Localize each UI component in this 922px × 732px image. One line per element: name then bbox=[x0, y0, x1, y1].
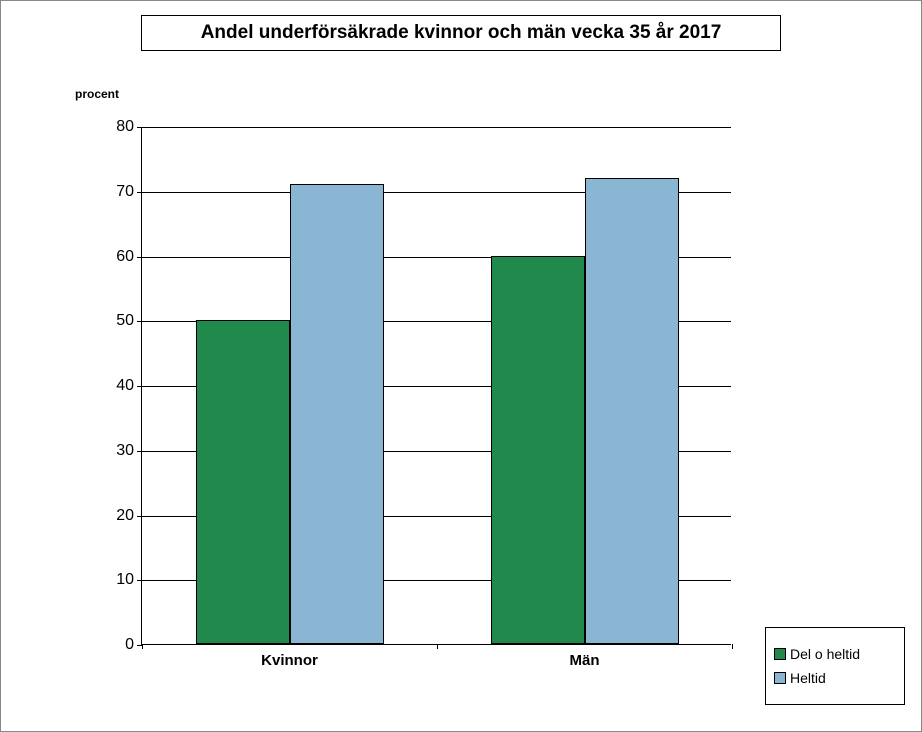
y-axis-label: procent bbox=[75, 87, 119, 101]
bar bbox=[196, 320, 290, 644]
y-tick-mark bbox=[137, 580, 142, 581]
y-tick-mark bbox=[137, 192, 142, 193]
y-tick-label: 20 bbox=[116, 507, 134, 525]
y-tick-mark bbox=[137, 516, 142, 517]
chart-title: Andel underförsäkrade kvinnor och män ve… bbox=[201, 22, 722, 43]
bar bbox=[491, 256, 585, 645]
y-tick-label: 10 bbox=[116, 571, 134, 589]
legend-swatch bbox=[774, 648, 786, 660]
legend-item: Heltid bbox=[774, 670, 896, 686]
x-tick-mark bbox=[437, 644, 438, 649]
y-tick-label: 60 bbox=[116, 248, 134, 266]
y-tick-label: 0 bbox=[125, 636, 134, 654]
x-category-label: Kvinnor bbox=[261, 652, 318, 669]
y-tick-label: 40 bbox=[116, 377, 134, 395]
chart-container: Andel underförsäkrade kvinnor och män ve… bbox=[0, 0, 922, 732]
y-tick-label: 70 bbox=[116, 183, 134, 201]
legend-label: Del o heltid bbox=[790, 646, 860, 662]
y-tick-label: 50 bbox=[116, 312, 134, 330]
y-tick-label: 80 bbox=[116, 118, 134, 136]
gridline bbox=[142, 127, 731, 128]
legend-item: Del o heltid bbox=[774, 646, 896, 662]
legend: Del o heltid Heltid bbox=[765, 627, 905, 705]
chart-title-box: Andel underförsäkrade kvinnor och män ve… bbox=[141, 15, 781, 51]
plot-area: 01020304050607080KvinnorMän bbox=[141, 127, 731, 645]
y-tick-mark bbox=[137, 127, 142, 128]
y-tick-mark bbox=[137, 321, 142, 322]
bar bbox=[290, 184, 384, 644]
y-tick-mark bbox=[137, 451, 142, 452]
legend-label: Heltid bbox=[790, 670, 826, 686]
y-tick-label: 30 bbox=[116, 442, 134, 460]
legend-swatch bbox=[774, 672, 786, 684]
x-category-label: Män bbox=[570, 652, 600, 669]
x-tick-mark bbox=[142, 644, 143, 649]
x-tick-mark bbox=[732, 644, 733, 649]
y-tick-mark bbox=[137, 386, 142, 387]
y-tick-mark bbox=[137, 257, 142, 258]
bar bbox=[585, 178, 679, 644]
